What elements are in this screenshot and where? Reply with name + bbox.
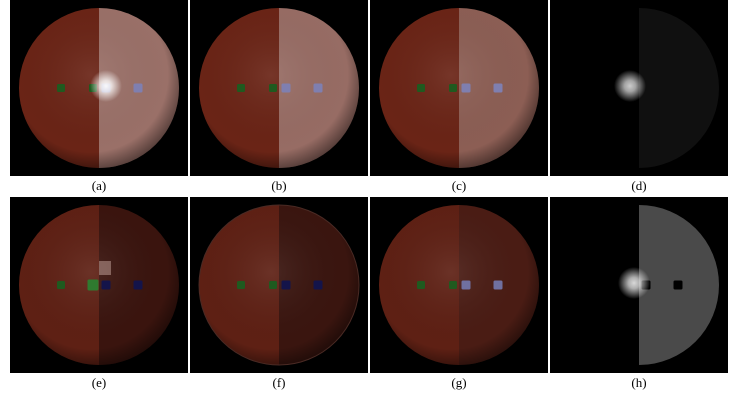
sphere-shading [379, 205, 539, 365]
marker-square [57, 281, 65, 289]
highlight [90, 70, 122, 102]
marker-square [449, 281, 457, 289]
sphere-shading [199, 205, 359, 365]
marker-square [449, 84, 457, 92]
marker-square [134, 281, 143, 290]
panel-caption: (f) [273, 375, 286, 390]
panel-caption: (b) [271, 178, 286, 193]
marker-square [237, 84, 245, 92]
marker-square [494, 84, 503, 93]
marker-square [462, 84, 471, 93]
marker-square [282, 84, 291, 93]
highlight [618, 267, 650, 299]
marker-square [494, 281, 503, 290]
panel: (g) [370, 197, 548, 390]
panel-caption: (a) [92, 178, 106, 193]
marker-square [134, 84, 143, 93]
marker-square [314, 281, 323, 290]
marker-square [57, 84, 65, 92]
panel-caption: (h) [631, 375, 646, 390]
marker-square [314, 84, 323, 93]
figure: (a) (b) (c) (d) (e) (f) (g) (h) [0, 0, 746, 402]
highlight [614, 70, 646, 102]
artifact [99, 261, 111, 275]
panel: (b) [190, 0, 368, 193]
panel-caption: (c) [452, 178, 466, 193]
panel: (e) [10, 197, 188, 390]
panel: (h) [550, 197, 728, 390]
panel-caption: (e) [92, 375, 106, 390]
sphere-shading [379, 8, 539, 168]
marker-square [674, 281, 683, 290]
marker-square [88, 280, 99, 291]
marker-square [237, 281, 245, 289]
marker-square [269, 84, 277, 92]
panel: (c) [370, 0, 548, 193]
marker-square [102, 281, 111, 290]
marker-square [282, 281, 291, 290]
marker-square [417, 84, 425, 92]
panel: (d) [550, 0, 728, 193]
marker-square [269, 281, 277, 289]
marker-square [462, 281, 471, 290]
sphere-shading [19, 205, 179, 365]
panel-caption: (d) [631, 178, 646, 193]
panel: (f) [190, 197, 368, 390]
sphere-shading [199, 8, 359, 168]
panel: (a) [10, 0, 188, 193]
marker-square [417, 281, 425, 289]
panel-caption: (g) [451, 375, 466, 390]
